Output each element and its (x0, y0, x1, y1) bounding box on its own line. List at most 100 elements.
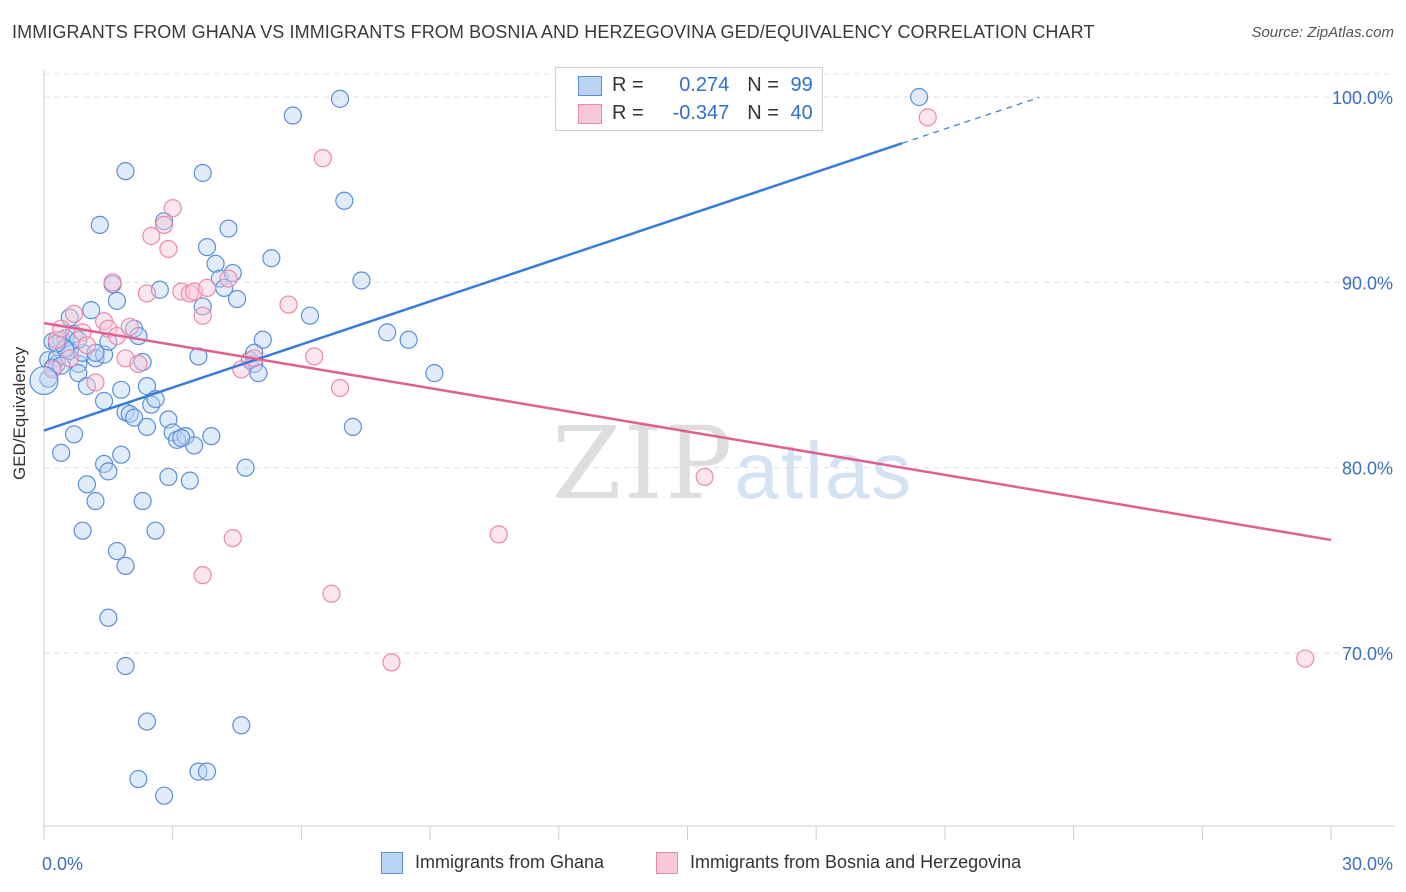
series-label-ghana: Immigrants from Ghana (415, 852, 605, 872)
ghana-point (197, 238, 217, 257)
bosnia-point (193, 306, 212, 325)
bosnia-point (313, 149, 332, 168)
ghana-point (137, 417, 157, 436)
ghana-point (335, 191, 354, 210)
ghana-point (236, 458, 255, 477)
y-axis-label: GED/Equivalency (10, 346, 29, 480)
series-legend-ghana: Immigrants from Ghana (381, 852, 605, 875)
legend-swatch-ghana (578, 75, 602, 96)
legend-r-label-ghana: R = (612, 74, 644, 96)
ghana-point (99, 462, 118, 481)
legend-swatch-bosnia (578, 103, 602, 124)
bosnia-point (120, 317, 139, 336)
ghana-point (146, 521, 165, 540)
legend-r-value-ghana: 0.274 (679, 74, 730, 96)
ghana-point (73, 521, 92, 540)
ghana-point (129, 769, 148, 789)
ghana-point (86, 491, 105, 511)
legend-r-label-bosnia: R = (612, 102, 644, 124)
bosnia-point (219, 269, 238, 288)
ghana-point (219, 219, 238, 238)
bosnia-point (193, 566, 212, 585)
bosnia-point (489, 525, 508, 544)
ghana-trendline (43, 142, 903, 432)
bosnia-point (695, 467, 714, 487)
watermark-atlas: atlas (734, 426, 914, 515)
ghana-point (52, 443, 71, 462)
ghana-point (159, 467, 178, 487)
ghana-point (77, 475, 97, 494)
ghana-point (378, 323, 397, 342)
ghana-point (137, 377, 157, 396)
ghana-point (29, 365, 59, 396)
series-swatch-bosnia (656, 852, 678, 875)
legend-row-ghana: R = 0.274 N = 99 (578, 74, 813, 98)
ghana-point (202, 427, 221, 446)
y-tick-label: 100.0% (1332, 88, 1393, 108)
series-label-bosnia: Immigrants from Bosnia and Herzegovina (690, 852, 1022, 872)
ghana-point (249, 364, 268, 383)
bosnia-point (86, 373, 105, 392)
bosnia-point (163, 199, 182, 218)
bosnia-point (60, 349, 79, 368)
x-tick-label-min: 0.0% (42, 854, 83, 874)
ghana-point (69, 364, 88, 383)
ghana-point (99, 608, 118, 627)
legend-n-value-ghana: 99 (790, 74, 813, 96)
ghana-point (300, 306, 320, 325)
series-swatch-ghana (381, 852, 403, 875)
bosnia-point (382, 653, 401, 672)
bosnia-point (47, 330, 66, 349)
bosnia-point (64, 304, 84, 323)
bosnia-point (305, 347, 324, 366)
ghana-point (283, 106, 302, 125)
ghana-point (343, 417, 362, 436)
ghana-point (64, 425, 84, 444)
ghana-point (425, 364, 444, 383)
bosnia-point (103, 273, 122, 292)
bosnia-point (918, 108, 937, 127)
ghana-point (107, 541, 127, 561)
ghana-point (124, 408, 144, 427)
ghana-point (180, 471, 199, 490)
ghana-point (232, 716, 251, 735)
ghana-point (82, 301, 101, 320)
legend-n-label-bosnia: N = (747, 102, 779, 124)
legend-r-value-bosnia: -0.347 (672, 102, 730, 124)
legend-row-bosnia: R = -0.347 N = 40 (578, 102, 813, 126)
bosnia-trendline (43, 321, 1332, 542)
ghana-point (116, 656, 135, 676)
ghana-point (90, 215, 109, 234)
bosnia-point (197, 278, 217, 297)
bosnia-point (330, 378, 350, 398)
ghana-point (227, 289, 247, 309)
bosnia-point (322, 584, 341, 603)
ghana-point (399, 330, 418, 349)
ghana-point (116, 162, 135, 181)
bosnia-point (52, 319, 71, 338)
y-tick-label: 70.0% (1342, 644, 1393, 664)
ghana-point (253, 330, 272, 349)
ghana-point (116, 556, 135, 575)
ghana-point (352, 271, 371, 290)
stats-legend: R = 0.274 N = 99 R = -0.347 N = 40 (555, 67, 823, 131)
y-tick-label: 80.0% (1342, 459, 1393, 479)
y-tick-label: 90.0% (1342, 273, 1393, 293)
ghana-point (137, 712, 157, 731)
bosnia-point (142, 226, 161, 246)
ghana-trendline-extension (901, 96, 1040, 144)
ghana-point (330, 89, 350, 108)
ghana-point (193, 163, 212, 183)
series-legend-bosnia: Immigrants from Bosnia and Herzegovina (656, 852, 1022, 875)
legend-n-value-bosnia: 40 (790, 102, 813, 124)
bosnia-point (159, 239, 178, 259)
ghana-point (197, 762, 217, 781)
ghana-point (155, 786, 174, 805)
ghana-point (39, 369, 58, 388)
ghana-point (172, 428, 191, 448)
chart-source: Source: ZipAtlas.com (1251, 24, 1394, 41)
chart-title: IMMIGRANTS FROM GHANA VS IMMIGRANTS FROM… (12, 22, 1095, 42)
legend-n-label-ghana: N = (747, 74, 779, 96)
bosnia-point (223, 528, 242, 548)
